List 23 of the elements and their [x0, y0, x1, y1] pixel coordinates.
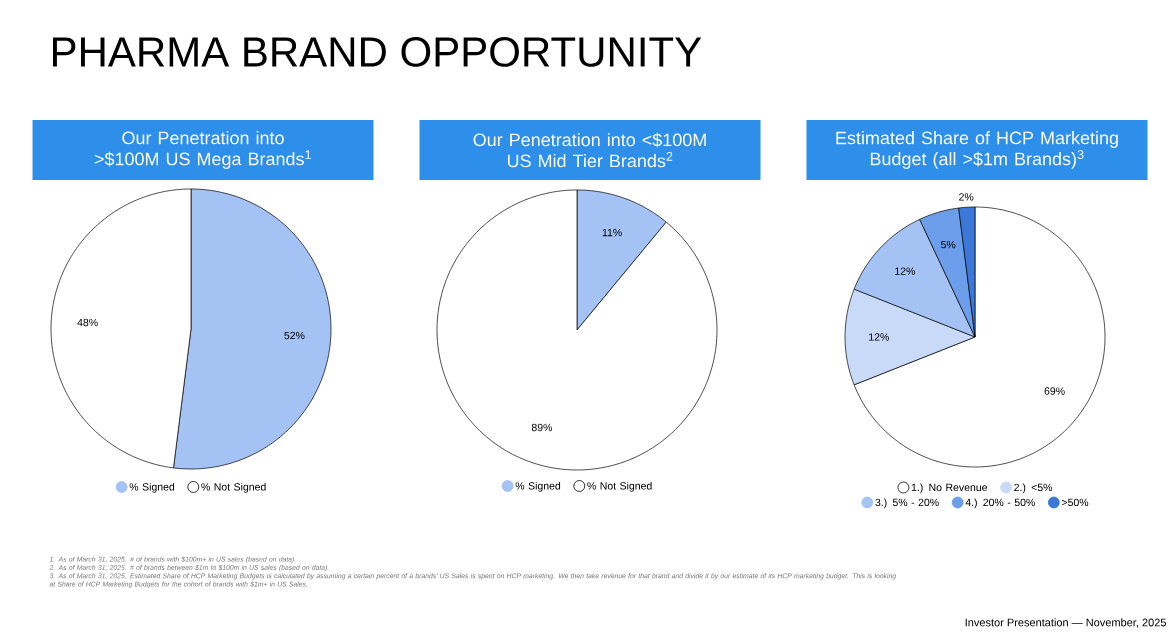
data-label: 89% — [531, 423, 553, 432]
data-label: 12% — [895, 267, 915, 275]
text: Investor Presentation — November, 2025 — [965, 618, 1166, 628]
data-label: 2% — [959, 193, 974, 201]
data-label: 69% — [1044, 387, 1065, 395]
legend-label: % Not Signed — [201, 482, 266, 493]
legend-label: 3.) 5% - 20% — [875, 498, 939, 509]
legend-label: % Signed — [129, 482, 175, 493]
legend-label: % Not Signed — [587, 481, 652, 492]
text: PHARMA BRAND OPPORTUNITY — [52, 37, 702, 67]
legend-label: 2.) <5% — [1014, 483, 1053, 494]
legend-label: % Signed — [515, 481, 561, 492]
legend-label: 1.) No Revenue — [911, 483, 988, 494]
data-label: 12% — [869, 333, 889, 341]
chart-title: Our Penetration into >$100M US Mega Brands$^{1}$ — [94, 131, 311, 169]
chart-title: Our Penetration into <$100M US Mid Tier Brands$^{2}$ — [473, 132, 706, 168]
data-label: 48% — [77, 318, 98, 327]
legend-label: >50% — [1061, 498, 1089, 507]
chart-title: Estimated Share of HCP Marketing Budget (all >$1m Brands)$^{3}$ — [836, 131, 1118, 169]
data-label: 5% — [941, 240, 956, 249]
legend-label: 4.) 20% - 50% — [965, 498, 1035, 509]
data-label: 11% — [602, 228, 622, 237]
data-label: 52% — [284, 331, 305, 340]
